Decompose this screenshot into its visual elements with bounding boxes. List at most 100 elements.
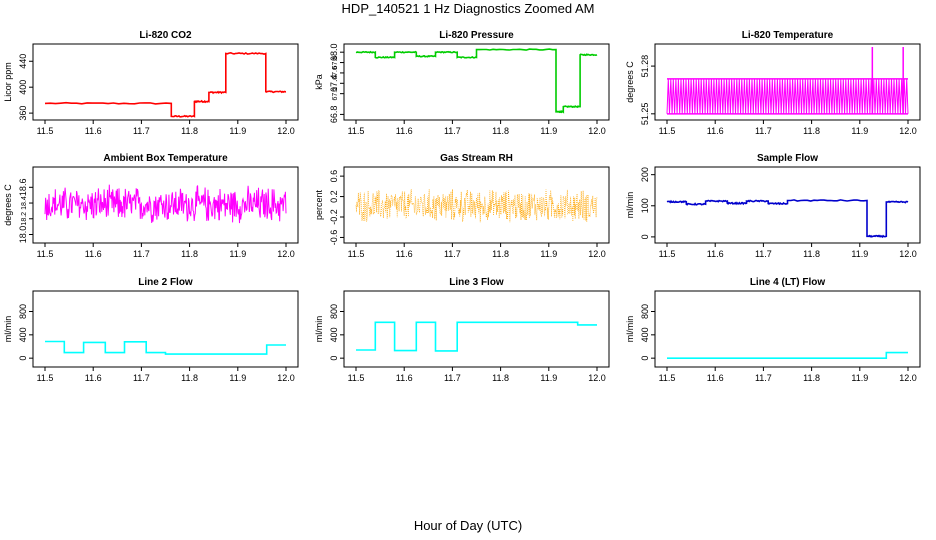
y-tick-label: 0 xyxy=(18,356,28,361)
x-tick-label: 11.6 xyxy=(707,249,724,259)
y-axis-label: ml/min xyxy=(314,316,324,343)
x-tick-label: 12.0 xyxy=(899,126,917,136)
series-line xyxy=(44,184,287,224)
y-axis-label: ml/min xyxy=(625,316,635,343)
x-tick-label: 11.5 xyxy=(37,249,54,259)
y-axis-label: degrees C xyxy=(3,184,13,226)
x-tick-label: 12.0 xyxy=(588,126,606,136)
chart-5: Gas Stream RH percent 11.5 11.6 11.7 11.8 11.9… xyxy=(314,153,610,259)
x-tick-label: 11.5 xyxy=(348,126,365,136)
x-tick-label: 11.7 xyxy=(755,373,772,383)
y-tick-label: 0.2 xyxy=(329,190,339,203)
y-tick-label: 800 xyxy=(329,304,339,319)
chart-title: Line 2 Flow xyxy=(138,277,193,288)
x-tick-label: 11.8 xyxy=(803,126,820,136)
chart-1: Li-820 CO2 Licor ppm 11.5 11.6 11.7 11.8 11.9 1… xyxy=(3,30,299,136)
y-axis-label: degrees C xyxy=(625,61,635,103)
y-tick-label: 400 xyxy=(329,327,339,342)
y-axis-label: Licor ppm xyxy=(3,62,13,102)
chart-2: Li-820 Pressure kPa 11.5 11.6 11.7 11.8 11.9 12… xyxy=(314,30,610,136)
y-tick-label: 68.0 xyxy=(329,43,339,61)
x-tick-label: 11.9 xyxy=(229,373,246,383)
x-tick-label: 12.0 xyxy=(899,249,917,259)
y-tick-label: 400 xyxy=(18,327,28,342)
x-tick-label: 11.6 xyxy=(707,126,724,136)
y-tick-label-minor: 18.2 xyxy=(21,212,28,226)
x-tick-label: 11.7 xyxy=(133,126,150,136)
x-tick-label: 11.7 xyxy=(444,126,461,136)
figure-title: HDP_140521 1 Hz Diagnostics Zoomed AM xyxy=(341,1,595,16)
plot-frame xyxy=(654,166,921,244)
y-tick-label-minor: 67.2 xyxy=(332,87,339,101)
chart-9: Line 4 (LT) Flow ml/min 11.5 11.6 11.7 11.8 11… xyxy=(625,277,921,383)
x-tick-label: 11.6 xyxy=(85,373,102,383)
chart-6: Sample Flow ml/min 11.5 11.6 11.7 11.8 11.9 12.… xyxy=(625,153,921,259)
x-tick-label: 11.7 xyxy=(444,373,461,383)
y-tick-label: -0.6 xyxy=(329,230,339,246)
chart-8: Line 3 Flow ml/min 11.5 11.6 11.7 11.8 11.9 12.… xyxy=(314,277,610,383)
x-tick-label: 11.9 xyxy=(851,126,868,136)
x-tick-label: 11.6 xyxy=(85,249,102,259)
plot-frame xyxy=(654,43,921,121)
chart-title: Line 4 (LT) Flow xyxy=(750,277,826,288)
y-tick-label: 200 xyxy=(640,167,650,182)
y-tick-label: 67.4 xyxy=(329,75,339,93)
x-tick-label: 11.7 xyxy=(133,373,150,383)
plot-frame xyxy=(343,290,610,368)
series-line xyxy=(44,51,287,118)
y-axis-label: ml/min xyxy=(625,192,635,219)
y-tick-label: 100 xyxy=(640,198,650,213)
y-tick-label-minor: 67.8 xyxy=(332,56,339,70)
chart-title: Li-820 Pressure xyxy=(439,30,514,41)
chart-7: Line 2 Flow ml/min 11.5 11.6 11.7 11.8 11.9 12.… xyxy=(3,277,299,383)
x-tick-label: 11.6 xyxy=(85,126,102,136)
x-tick-label: 11.7 xyxy=(755,249,772,259)
x-tick-label: 11.8 xyxy=(181,249,198,259)
y-tick-label: 18.6 xyxy=(18,179,28,197)
x-tick-label: 11.5 xyxy=(37,126,54,136)
y-tick-label: 18.0 xyxy=(18,226,28,244)
plot-frame xyxy=(32,166,299,244)
x-tick-label: 11.6 xyxy=(396,373,413,383)
x-tick-label: 11.8 xyxy=(181,126,198,136)
plot-frame xyxy=(343,166,610,244)
x-tick-label: 11.5 xyxy=(659,126,676,136)
x-tick-label: 11.7 xyxy=(444,249,461,259)
x-tick-label: 12.0 xyxy=(277,249,295,259)
plot-frame xyxy=(343,43,610,121)
x-tick-label: 11.5 xyxy=(348,373,365,383)
series-line xyxy=(667,351,908,360)
series-line xyxy=(356,321,597,352)
y-axis-label: kPa xyxy=(314,74,324,90)
y-tick-label: 0.6 xyxy=(329,170,339,183)
x-tick-label: 11.9 xyxy=(229,249,246,259)
chart-title: Sample Flow xyxy=(757,153,818,164)
chart-title: Ambient Box Temperature xyxy=(103,153,228,164)
x-tick-label: 11.8 xyxy=(803,249,820,259)
y-tick-label-minor: 18.4 xyxy=(21,196,28,210)
y-tick-label-minor: 67.6 xyxy=(332,66,339,80)
x-tick-label: 11.8 xyxy=(492,249,509,259)
x-tick-label: 11.8 xyxy=(803,373,820,383)
y-tick-label: 400 xyxy=(18,80,28,95)
y-tick-label: 51.28 xyxy=(640,55,650,78)
y-tick-label: 66.8 xyxy=(329,106,339,124)
series-line xyxy=(45,340,286,355)
plot-frame xyxy=(32,290,299,368)
x-tick-label: 12.0 xyxy=(277,373,295,383)
x-tick-label: 11.6 xyxy=(396,126,413,136)
x-tick-label: 11.9 xyxy=(851,373,868,383)
x-tick-label: 12.0 xyxy=(588,249,606,259)
y-axis-label: percent xyxy=(314,189,324,220)
x-tick-label: 12.0 xyxy=(277,126,295,136)
y-tick-label: 800 xyxy=(18,304,28,319)
y-tick-label: 360 xyxy=(18,106,28,121)
series-points xyxy=(355,189,598,223)
x-tick-label: 11.5 xyxy=(348,249,365,259)
y-tick-label: 51.25 xyxy=(640,103,650,126)
x-tick-label: 11.7 xyxy=(133,249,150,259)
x-tick-label: 11.5 xyxy=(659,373,676,383)
x-tick-label: 11.9 xyxy=(540,126,557,136)
x-tick-label: 11.7 xyxy=(755,126,772,136)
